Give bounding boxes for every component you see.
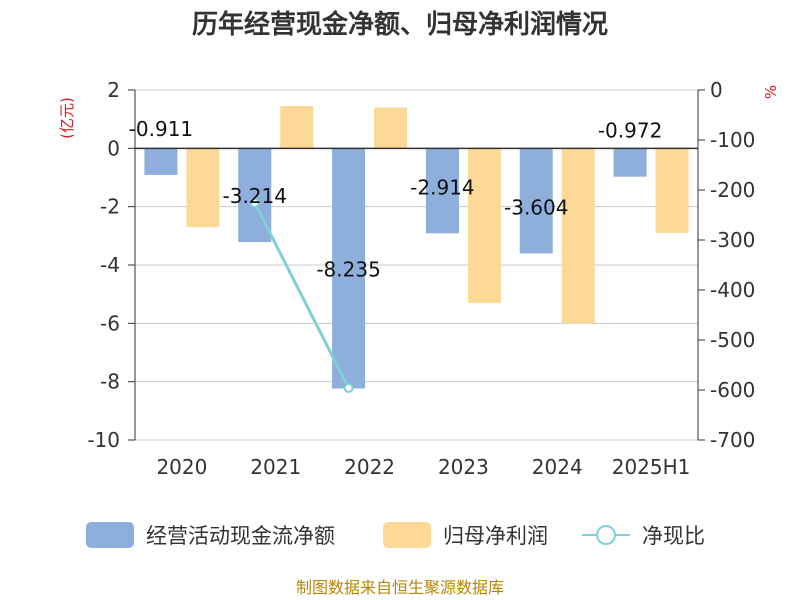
legend-swatch-ratio-point bbox=[596, 525, 616, 545]
x-axis-tick-label: 2021 bbox=[250, 455, 301, 479]
net-profit-bar bbox=[186, 148, 220, 228]
right-axis-tick-label: -200 bbox=[710, 178, 755, 202]
left-axis-tick-label: 2 bbox=[107, 78, 120, 102]
bars bbox=[144, 106, 689, 389]
axes bbox=[128, 89, 705, 441]
right-axis-tick-label: -600 bbox=[710, 378, 755, 402]
left-axis-unit: (亿元) bbox=[58, 97, 76, 139]
right-axis-tick-label: -400 bbox=[710, 278, 755, 302]
left-axis-tick-label: -10 bbox=[87, 428, 120, 452]
legend-swatch-cashflow bbox=[86, 522, 134, 548]
legend[interactable]: 经营活动现金流净额 归母净利润 净现比 bbox=[86, 522, 705, 548]
net-profit-bar bbox=[280, 106, 314, 149]
legend-label-net-profit: 归母净利润 bbox=[443, 524, 548, 548]
cashflow-bar bbox=[332, 148, 366, 389]
data-label: -2.914 bbox=[410, 175, 474, 199]
data-labels: -0.911 -3.214 -8.235 -2.914 -3.604 -0.972 bbox=[129, 117, 663, 282]
right-axis-tick-label: -700 bbox=[710, 428, 755, 452]
net-profit-bar bbox=[467, 148, 501, 303]
x-axis-tick-label: 2023 bbox=[438, 455, 489, 479]
data-label: -3.604 bbox=[504, 195, 568, 219]
ratio-point bbox=[343, 383, 354, 393]
data-label: -3.214 bbox=[223, 184, 287, 208]
legend-swatch-net-profit bbox=[383, 522, 431, 548]
left-axis-tick-label: -4 bbox=[100, 253, 120, 277]
legend-label-ratio: 净现比 bbox=[642, 524, 705, 548]
cashflow-bar bbox=[425, 148, 459, 234]
right-axis-tick-label: -100 bbox=[710, 128, 755, 152]
left-axis-tick-label: -6 bbox=[100, 311, 120, 335]
x-axis-tick-label: 2024 bbox=[532, 455, 583, 479]
net-profit-bar bbox=[561, 148, 595, 324]
ratio-line bbox=[249, 198, 354, 393]
left-axis-tick-label: 0 bbox=[107, 136, 120, 160]
net-profit-bar bbox=[655, 148, 689, 233]
legend-label-cashflow: 经营活动现金流净额 bbox=[146, 524, 335, 548]
tick-labels: 20-2-4-6-8-100-100-200-300-400-500-600-7… bbox=[87, 78, 755, 479]
data-label: -8.235 bbox=[316, 258, 380, 282]
right-axis-tick-label: -300 bbox=[710, 228, 755, 252]
left-axis-tick-label: -8 bbox=[100, 370, 120, 394]
right-axis-tick-label: 0 bbox=[710, 78, 723, 102]
ratio-point bbox=[249, 198, 260, 208]
right-axis-tick-label: -500 bbox=[710, 328, 755, 352]
source-note: 制图数据来自恒生聚源数据库 bbox=[296, 578, 504, 597]
net-profit-bar bbox=[374, 107, 408, 149]
x-axis-tick-label: 2022 bbox=[344, 455, 395, 479]
cashflow-bar bbox=[613, 148, 647, 177]
cashflow-bar bbox=[144, 148, 178, 175]
data-label: -0.911 bbox=[129, 117, 193, 141]
right-axis-unit: % bbox=[762, 85, 780, 99]
data-label: -0.972 bbox=[598, 119, 662, 143]
x-axis-tick-label: 2020 bbox=[156, 455, 207, 479]
chart-title: 历年经营现金净额、归母净利润情况 bbox=[192, 9, 608, 40]
x-axis-tick-label: 2025H1 bbox=[612, 455, 691, 479]
left-axis-tick-label: -2 bbox=[100, 195, 120, 219]
cashflow-bar bbox=[519, 148, 553, 254]
ratio-line-path bbox=[253, 202, 350, 389]
